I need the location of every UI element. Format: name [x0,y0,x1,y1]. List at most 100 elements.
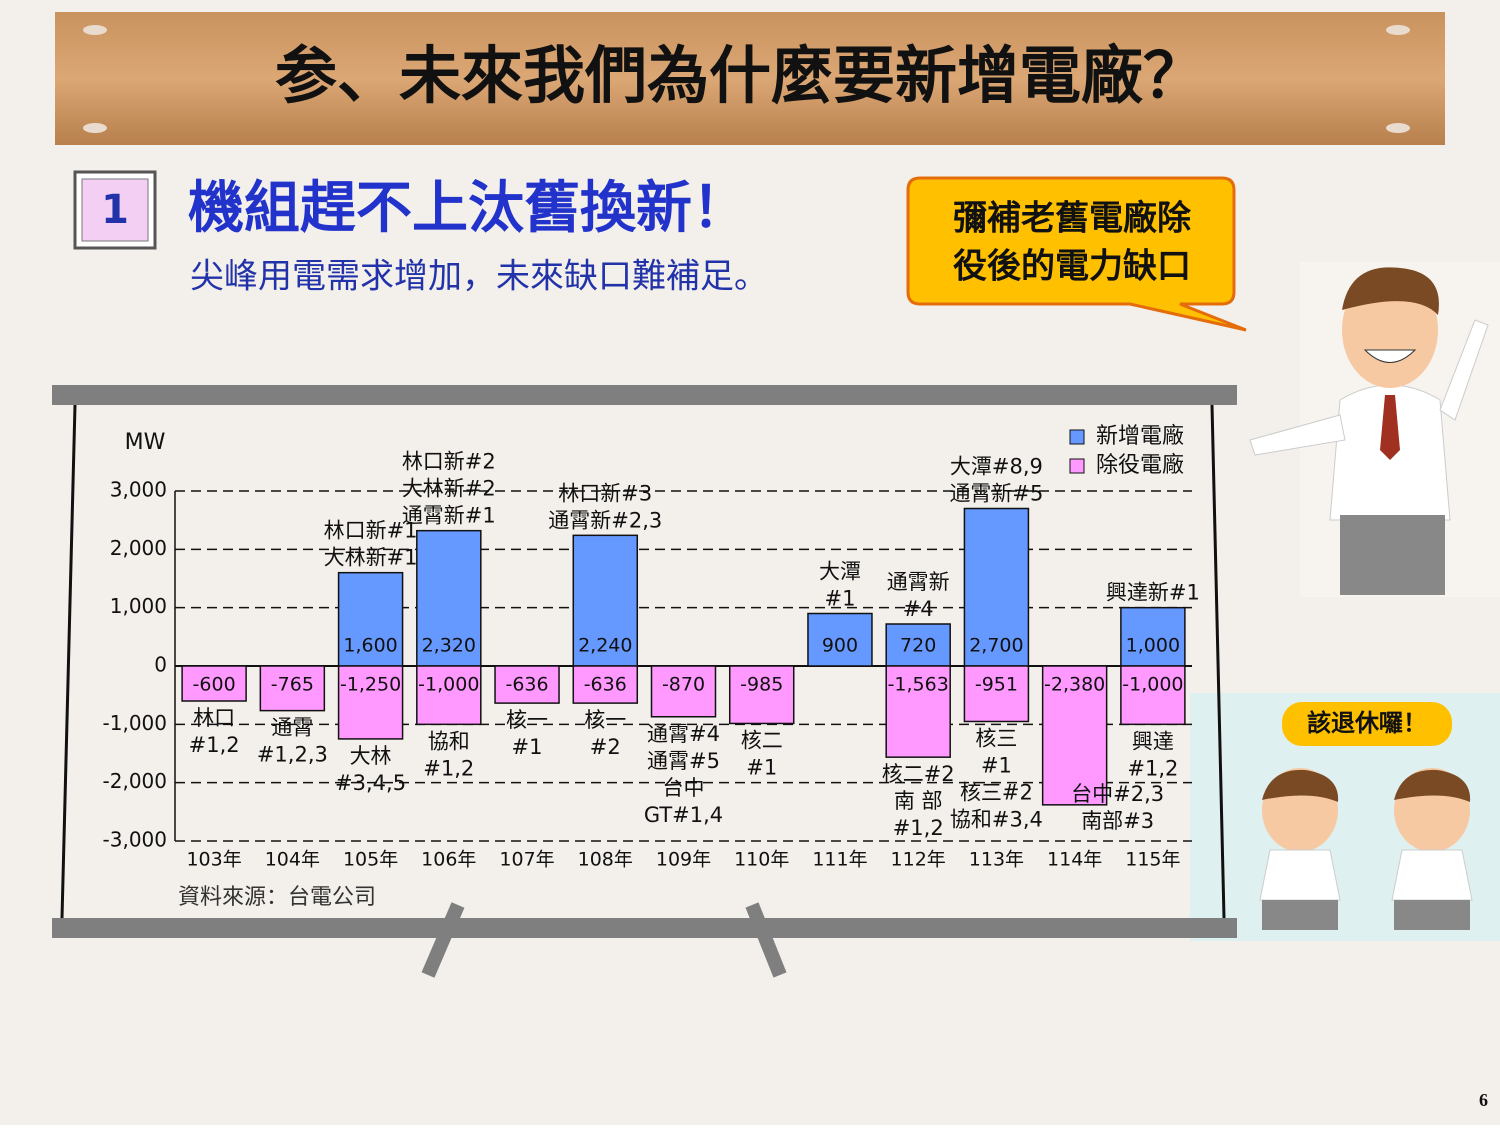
bar [494,665,560,704]
x-tick-label: 106年 [421,849,476,871]
value-label: 1,000 [1126,635,1180,657]
value-label: -1,563 [888,674,949,696]
plant-label: 大潭 [819,560,861,584]
plant-label: 核一 [584,708,626,732]
plant-label: 核三#2 [960,780,1033,804]
bar [963,665,1030,723]
x-tick-label: 104年 [265,849,320,871]
plant-label: 通霄新#2,3 [548,508,662,532]
bar [1041,665,1108,806]
legend-label: 除役電廠 [1096,453,1184,478]
value-label: 720 [900,635,936,657]
board-bottom [52,918,1237,938]
x-tick-label: 108年 [578,849,633,871]
page-number: 6 [1479,1090,1488,1110]
board-leg [745,902,787,978]
plant-label: #1,2 [1127,756,1178,780]
x-tick-label: 110年 [734,849,789,871]
plant-label: 通霄#5 [647,749,720,773]
value-label: -1,250 [340,674,401,696]
plant-label: 核二#2 [882,762,955,786]
bubble-text: 彌補老舊電廠除 [953,199,1192,239]
value-label: -1,000 [1122,674,1183,696]
value-label: 900 [822,635,858,657]
value-label: -636 [505,674,548,696]
plant-label: #1,2 [189,733,240,757]
title: 参、未來我們為什麼要新增電廠？ [275,39,1205,112]
bar [416,665,482,726]
nail [1386,25,1410,35]
bar [416,529,482,667]
legend-label: 新增電廠 [1096,424,1184,449]
value-label: -985 [740,674,783,696]
plant-label: 大林新#1 [324,546,418,570]
x-tick-label: 105年 [343,849,398,871]
retire-figures: 該退休囉！ [1190,693,1500,941]
plant-label: 核一 [506,708,548,732]
y-tick-label: -2,000 [103,769,167,793]
badge: 1 [101,187,129,233]
plant-label: 林口新#2 [402,450,496,474]
bar [650,665,717,718]
y-tick-label: 2,000 [110,536,167,560]
x-tick-label: 114年 [1047,849,1102,871]
plant-label: 南 部 [894,789,943,813]
plant-label: #1 [746,755,777,779]
y-axis-label: MW [125,430,166,455]
x-tick-label: 113年 [969,849,1024,871]
plant-label: 林口新#3 [558,481,652,505]
value-label: 1,600 [343,635,397,657]
plant-label: 通霄新 [887,570,950,594]
plant-label: 大林 [350,744,392,768]
value-label: -2,380 [1044,674,1105,696]
speech-bubble [906,176,1247,332]
y-tick-label: 0 [154,653,167,677]
bar [572,534,639,667]
plant-label: #1,2,3 [257,743,328,767]
bar [963,507,1030,667]
plant-label: 通霄新#5 [949,482,1043,506]
plant-label: 興達新#1 [1106,581,1200,605]
plant-label: GT#1,4 [644,803,723,827]
x-tick-label: 112年 [891,849,946,871]
board-top [52,385,1237,405]
nail [83,25,107,35]
plant-label: #1 [981,753,1012,777]
x-tick-label: 115年 [1125,849,1180,871]
x-tick-label: 111年 [812,849,867,871]
value-label: -600 [193,674,236,696]
board-side [60,404,77,919]
plant-label: 興達 [1132,729,1174,753]
source: 資料來源：台電公司 [178,885,376,910]
title-plank [55,12,1445,145]
presenter-figure [1249,262,1500,597]
heading: 機組趕不上汰舊換新！ [188,176,748,241]
plant-label: 林口新#1 [324,519,418,543]
plant-label: 大潭#8,9 [950,455,1043,479]
board-side [1210,404,1226,919]
bubble-text: 役後的電力缺口 [953,247,1191,287]
badge-inner [81,178,149,242]
nail [83,123,107,133]
bar [1120,665,1186,726]
value-label: 2,320 [422,635,476,657]
plant-label: #2 [590,735,621,759]
bar [337,571,404,667]
legend-swatch [1069,458,1085,474]
bar [181,665,247,702]
plant-label: #1,2 [893,816,944,840]
plant-label: 通霄 [271,716,313,740]
plant-label: #1 [824,587,855,611]
plant-label: 通霄新#1 [402,504,496,528]
value-label: -870 [662,674,705,696]
board-leg [421,902,465,978]
value-label: -951 [975,674,1018,696]
value-label: -765 [271,674,314,696]
y-tick-label: 3,000 [110,478,167,502]
x-tick-label: 103年 [186,849,241,871]
value-label: -636 [584,674,627,696]
plant-label: 台中 [663,776,705,800]
bar [259,665,326,712]
